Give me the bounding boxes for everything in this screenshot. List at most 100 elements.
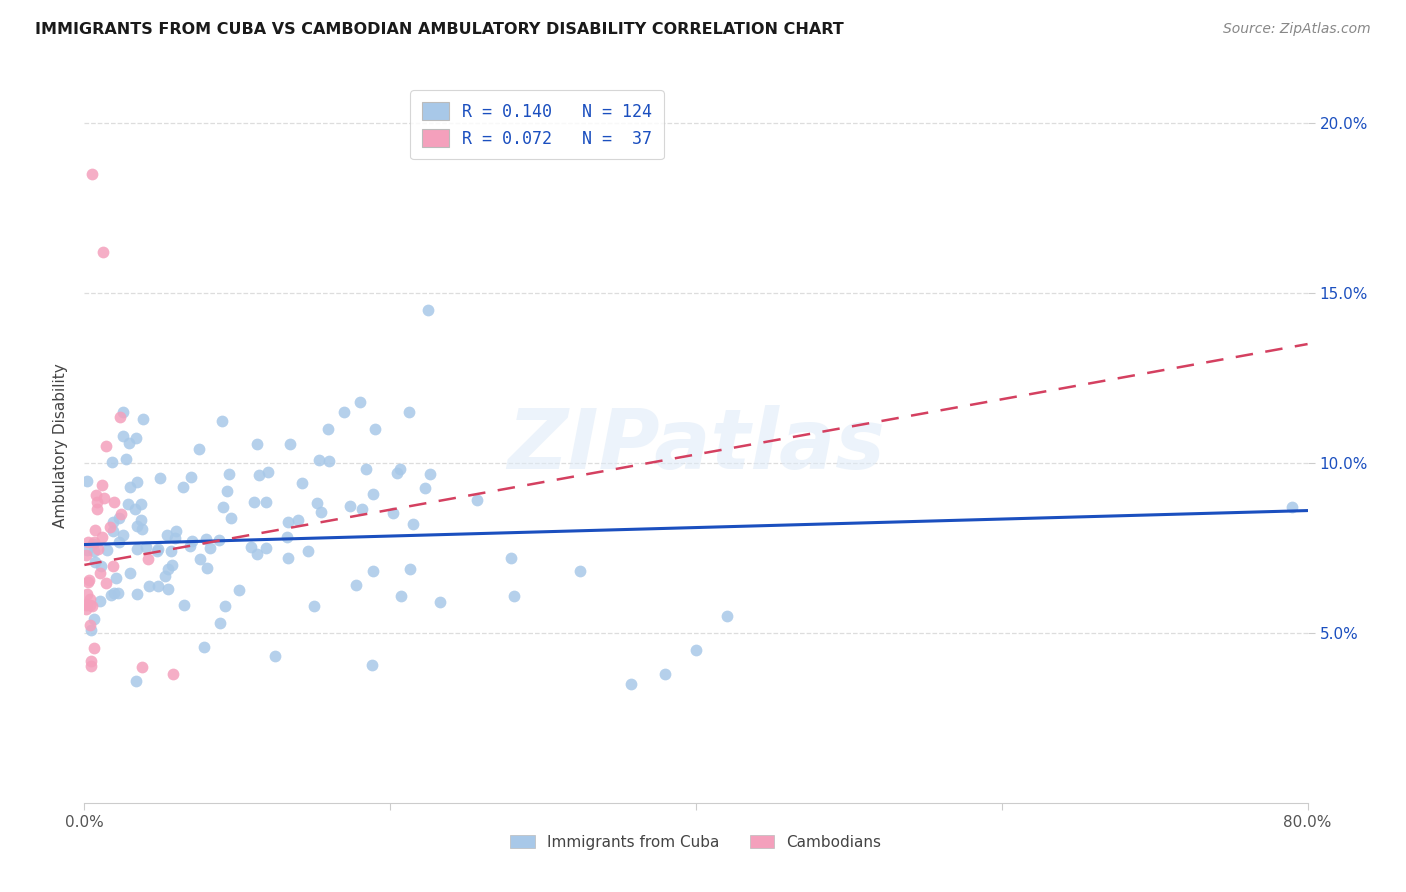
Point (228, 582, 250, 597)
Point (180, 470, 202, 484)
Point (307, 496, 329, 510)
Point (80, 659, 103, 673)
Point (165, 531, 187, 545)
Point (83, 612, 105, 626)
Point (254, 495, 277, 509)
Point (402, 517, 425, 532)
Point (96, 575, 118, 590)
Point (77, 534, 100, 549)
Text: ZIPatlas: ZIPatlas (508, 406, 884, 486)
Point (108, 410, 131, 425)
Point (89, 594, 111, 608)
Point (83, 555, 105, 569)
Point (124, 501, 146, 516)
Point (118, 435, 141, 450)
Point (156, 527, 179, 541)
Point (91, 245, 114, 260)
Point (418, 303, 440, 318)
Point (280, 436, 302, 450)
Point (162, 558, 184, 572)
Point (79, 592, 101, 607)
Point (82, 537, 104, 551)
Point (354, 462, 377, 476)
Point (716, 608, 738, 623)
Point (91, 530, 114, 544)
Point (387, 466, 409, 480)
Point (115, 452, 138, 467)
Point (79, 598, 101, 612)
Point (132, 411, 155, 425)
Point (77, 574, 100, 589)
Point (388, 462, 411, 476)
Point (93, 491, 115, 506)
Point (349, 394, 371, 409)
Point (465, 492, 488, 507)
Point (156, 562, 179, 576)
Point (80, 599, 103, 614)
Point (131, 513, 153, 527)
Point (179, 540, 201, 554)
Point (83, 640, 105, 655)
Point (76, 587, 98, 601)
Point (165, 524, 187, 538)
Point (620, 677, 643, 691)
Point (219, 511, 242, 525)
Point (89, 566, 111, 581)
Point (155, 569, 177, 583)
Point (103, 495, 125, 509)
Point (110, 507, 132, 521)
Point (190, 552, 212, 566)
Point (195, 561, 218, 575)
Point (149, 470, 172, 484)
Point (162, 666, 184, 681)
Point (263, 649, 285, 664)
Point (195, 533, 218, 547)
Point (107, 586, 129, 600)
Point (146, 544, 169, 558)
Point (76, 543, 98, 558)
Point (344, 578, 367, 592)
Point (131, 660, 153, 674)
Y-axis label: Ambulatory Disability: Ambulatory Disability (52, 364, 67, 528)
Point (181, 534, 204, 549)
Point (291, 476, 314, 491)
Point (364, 422, 387, 436)
Point (84, 488, 107, 502)
Point (339, 499, 361, 513)
Text: Source: ZipAtlas.com: Source: ZipAtlas.com (1223, 22, 1371, 37)
Point (125, 475, 148, 490)
Point (360, 657, 382, 672)
Point (80, 623, 103, 637)
Point (685, 643, 707, 657)
Point (382, 506, 405, 520)
Point (302, 599, 325, 614)
Point (84, 523, 107, 537)
Point (363, 487, 385, 501)
Point (111, 528, 134, 542)
Point (243, 494, 266, 508)
Point (318, 453, 340, 467)
Point (146, 579, 169, 593)
Point (103, 516, 125, 530)
Point (138, 579, 160, 593)
Point (75, 602, 97, 616)
Point (399, 562, 422, 576)
Point (208, 533, 231, 548)
Point (118, 480, 141, 494)
Point (100, 455, 122, 469)
Point (159, 544, 181, 558)
Point (112, 429, 135, 443)
Point (276, 530, 298, 544)
Point (125, 673, 148, 688)
Point (98, 520, 121, 534)
Point (118, 566, 141, 581)
Point (79, 617, 101, 632)
Point (218, 467, 240, 481)
Point (112, 405, 135, 419)
Point (257, 465, 280, 479)
Point (502, 589, 524, 603)
Point (569, 564, 592, 578)
Point (429, 595, 451, 609)
Point (75, 597, 97, 611)
Point (127, 519, 149, 533)
